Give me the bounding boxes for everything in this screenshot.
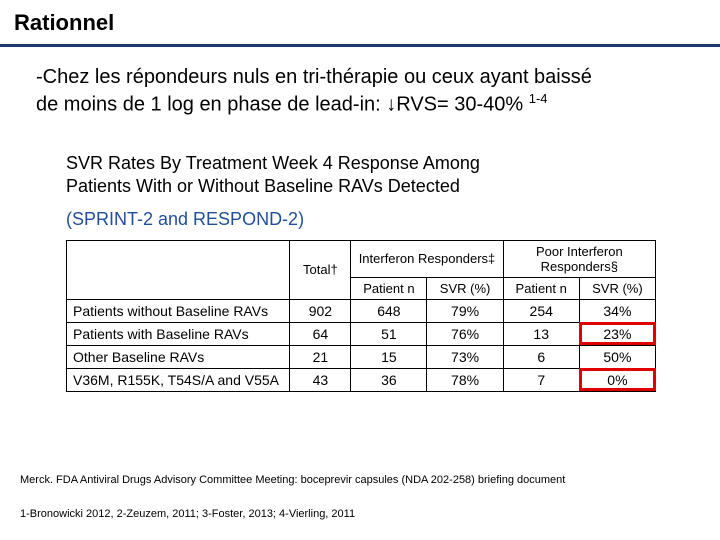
table-cell: 648 — [351, 299, 427, 322]
data-table: Total† Interferon Responders‡ Poor Inter… — [66, 240, 656, 392]
table-cell: 6 — [503, 345, 579, 368]
table-cell: 254 — [503, 299, 579, 322]
table-cell: 7 — [503, 368, 579, 391]
bullet-line2b: RVS= 30-40% — [396, 93, 529, 115]
table-cell: 34% — [579, 299, 655, 322]
table-cell: Other Baseline RAVs — [67, 345, 290, 368]
table-row: V36M, R155K, T54S/A and V55A433678%70% — [67, 368, 656, 391]
table-cell: 64 — [290, 322, 351, 345]
col-group-a: Interferon Responders‡ — [351, 240, 503, 277]
title-block: Rationnel — [0, 0, 720, 42]
table-cell: 79% — [427, 299, 503, 322]
footnote-refs: 1-Bronowicki 2012, 2-Zeuzem, 2011; 3-Fos… — [20, 508, 355, 520]
page-title: Rationnel — [14, 10, 720, 36]
down-arrow-icon: ↓ — [386, 93, 396, 115]
col-total: Total† — [290, 240, 351, 299]
table-cell: 15 — [351, 345, 427, 368]
table-cell: 13 — [503, 322, 579, 345]
table-cell: 36 — [351, 368, 427, 391]
table-cell: 21 — [290, 345, 351, 368]
table-cell: 50% — [579, 345, 655, 368]
col-a-svr: SVR (%) — [427, 277, 503, 299]
bullet-line1: -Chez les répondeurs nuls en tri-thérapi… — [36, 66, 592, 88]
table-row: Patients without Baseline RAVs90264879%2… — [67, 299, 656, 322]
table-wrap: Total† Interferon Responders‡ Poor Inter… — [66, 240, 720, 392]
body: -Chez les répondeurs nuls en tri-thérapi… — [0, 47, 720, 392]
col-blank — [67, 240, 290, 299]
col-a-n: Patient n — [351, 277, 427, 299]
slide: Rationnel -Chez les répondeurs nuls en t… — [0, 0, 720, 540]
footnote-source: Merck. FDA Antiviral Drugs Advisory Comm… — [20, 474, 565, 486]
col-b-svr: SVR (%) — [579, 277, 655, 299]
table-cell: 43 — [290, 368, 351, 391]
table-row: Patients with Baseline RAVs645176%1323% — [67, 322, 656, 345]
table-cell: 23% — [579, 322, 655, 345]
chart-subtitle: (SPRINT-2 and RESPOND-2) — [66, 209, 720, 230]
table-body: Patients without Baseline RAVs90264879%2… — [67, 299, 656, 391]
col-group-b: Poor Interferon Responders§ — [503, 240, 655, 277]
chart-title-l2: Patients With or Without Baseline RAVs D… — [66, 176, 460, 196]
table-cell: Patients without Baseline RAVs — [67, 299, 290, 322]
table-cell: 78% — [427, 368, 503, 391]
table-head: Total† Interferon Responders‡ Poor Inter… — [67, 240, 656, 299]
table-cell: Patients with Baseline RAVs — [67, 322, 290, 345]
chart-title-l1: SVR Rates By Treatment Week 4 Response A… — [66, 153, 480, 173]
header-row-1: Total† Interferon Responders‡ Poor Inter… — [67, 240, 656, 277]
chart-block: SVR Rates By Treatment Week 4 Response A… — [36, 152, 720, 392]
table-cell: 902 — [290, 299, 351, 322]
chart-title: SVR Rates By Treatment Week 4 Response A… — [66, 152, 626, 199]
col-b-n: Patient n — [503, 277, 579, 299]
table-cell: 51 — [351, 322, 427, 345]
bullet-line2a: de moins de 1 log en phase de lead-in: — [36, 93, 386, 115]
bullet-sup: 1-4 — [529, 91, 548, 106]
bullet-text: -Chez les répondeurs nuls en tri-thérapi… — [36, 65, 716, 118]
table-row: Other Baseline RAVs211573%650% — [67, 345, 656, 368]
table-cell: 73% — [427, 345, 503, 368]
table-cell: 76% — [427, 322, 503, 345]
table-cell: V36M, R155K, T54S/A and V55A — [67, 368, 290, 391]
table-cell: 0% — [579, 368, 655, 391]
